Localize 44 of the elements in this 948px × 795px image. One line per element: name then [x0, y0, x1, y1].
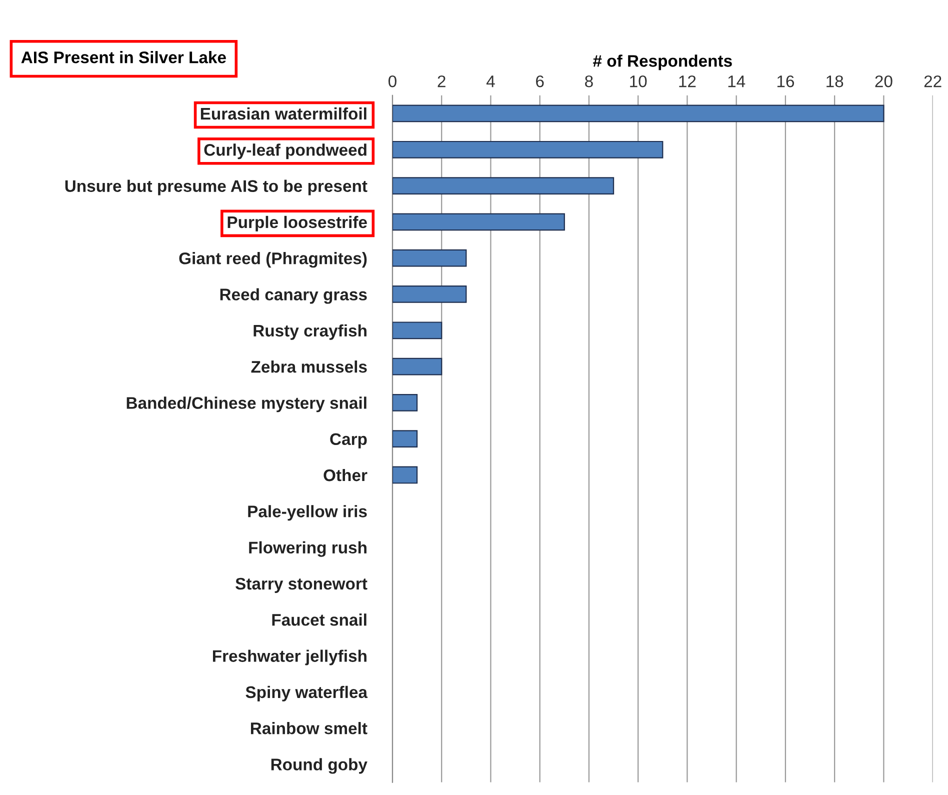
- x-tick-label: 8: [585, 75, 593, 88]
- x-tick-label: 18: [826, 75, 844, 88]
- y-tick-label: Other: [324, 468, 368, 482]
- bar: [392, 104, 884, 122]
- x-tick-label: 6: [536, 75, 544, 88]
- y-tick-label: Eurasian watermilfoil: [200, 107, 366, 120]
- x-tick-label: 14: [728, 76, 746, 88]
- x-tick-label: 10: [630, 75, 647, 88]
- y-tick-label: Faucet snail: [272, 614, 366, 626]
- y-tick-label: Reed canary grass: [220, 288, 367, 304]
- text: AIS Present in Silver Lake: [21, 51, 226, 64]
- bar: [392, 286, 467, 303]
- y-tick-label: Unsure but presume AIS to be present: [65, 180, 368, 196]
- bar: [392, 177, 614, 194]
- y-tick-label: Pale-yellow iris: [248, 505, 367, 521]
- bar: [392, 394, 418, 412]
- y-tick-label: Flowering rush: [249, 541, 366, 557]
- bar: [392, 358, 442, 376]
- x-tick-label: 20: [875, 75, 892, 88]
- x-tick-label: 16: [777, 75, 794, 88]
- y-tick-label: Rusty crayfish: [254, 324, 366, 340]
- x-tick-label: 22: [924, 75, 942, 88]
- x-tick-label: 12: [679, 75, 696, 88]
- bar: [392, 322, 442, 340]
- y-tick-label: Starry stonewort: [236, 578, 368, 593]
- x-axis-title: # of Respondents: [593, 54, 732, 70]
- y-tick-label: Spiny waterflea: [246, 686, 368, 702]
- bar: [392, 140, 664, 158]
- y-tick-label: Rainbow smelt: [250, 722, 368, 734]
- bar: [392, 466, 418, 484]
- x-tick-label: 2: [438, 75, 446, 88]
- y-tick-label: Giant reed (Phragmites): [179, 252, 367, 268]
- y-tick-label: Carp: [330, 433, 367, 448]
- x-tick-label: 0: [388, 75, 396, 88]
- bar: [392, 213, 565, 231]
- y-tick-label: Zebra mussels: [251, 360, 367, 373]
- y-tick-label: Purple loosestrife: [228, 216, 367, 232]
- y-tick-label: Round goby: [271, 758, 368, 774]
- y-tick-label: Freshwater jellyfish: [212, 650, 366, 666]
- bar: [392, 249, 467, 267]
- y-tick-label: Banded/Chinese mystery snail: [126, 396, 366, 412]
- bar: [392, 430, 418, 448]
- y-tick-label: Curly-leaf pondweed: [204, 144, 366, 160]
- x-tick-label: 4: [486, 76, 495, 88]
